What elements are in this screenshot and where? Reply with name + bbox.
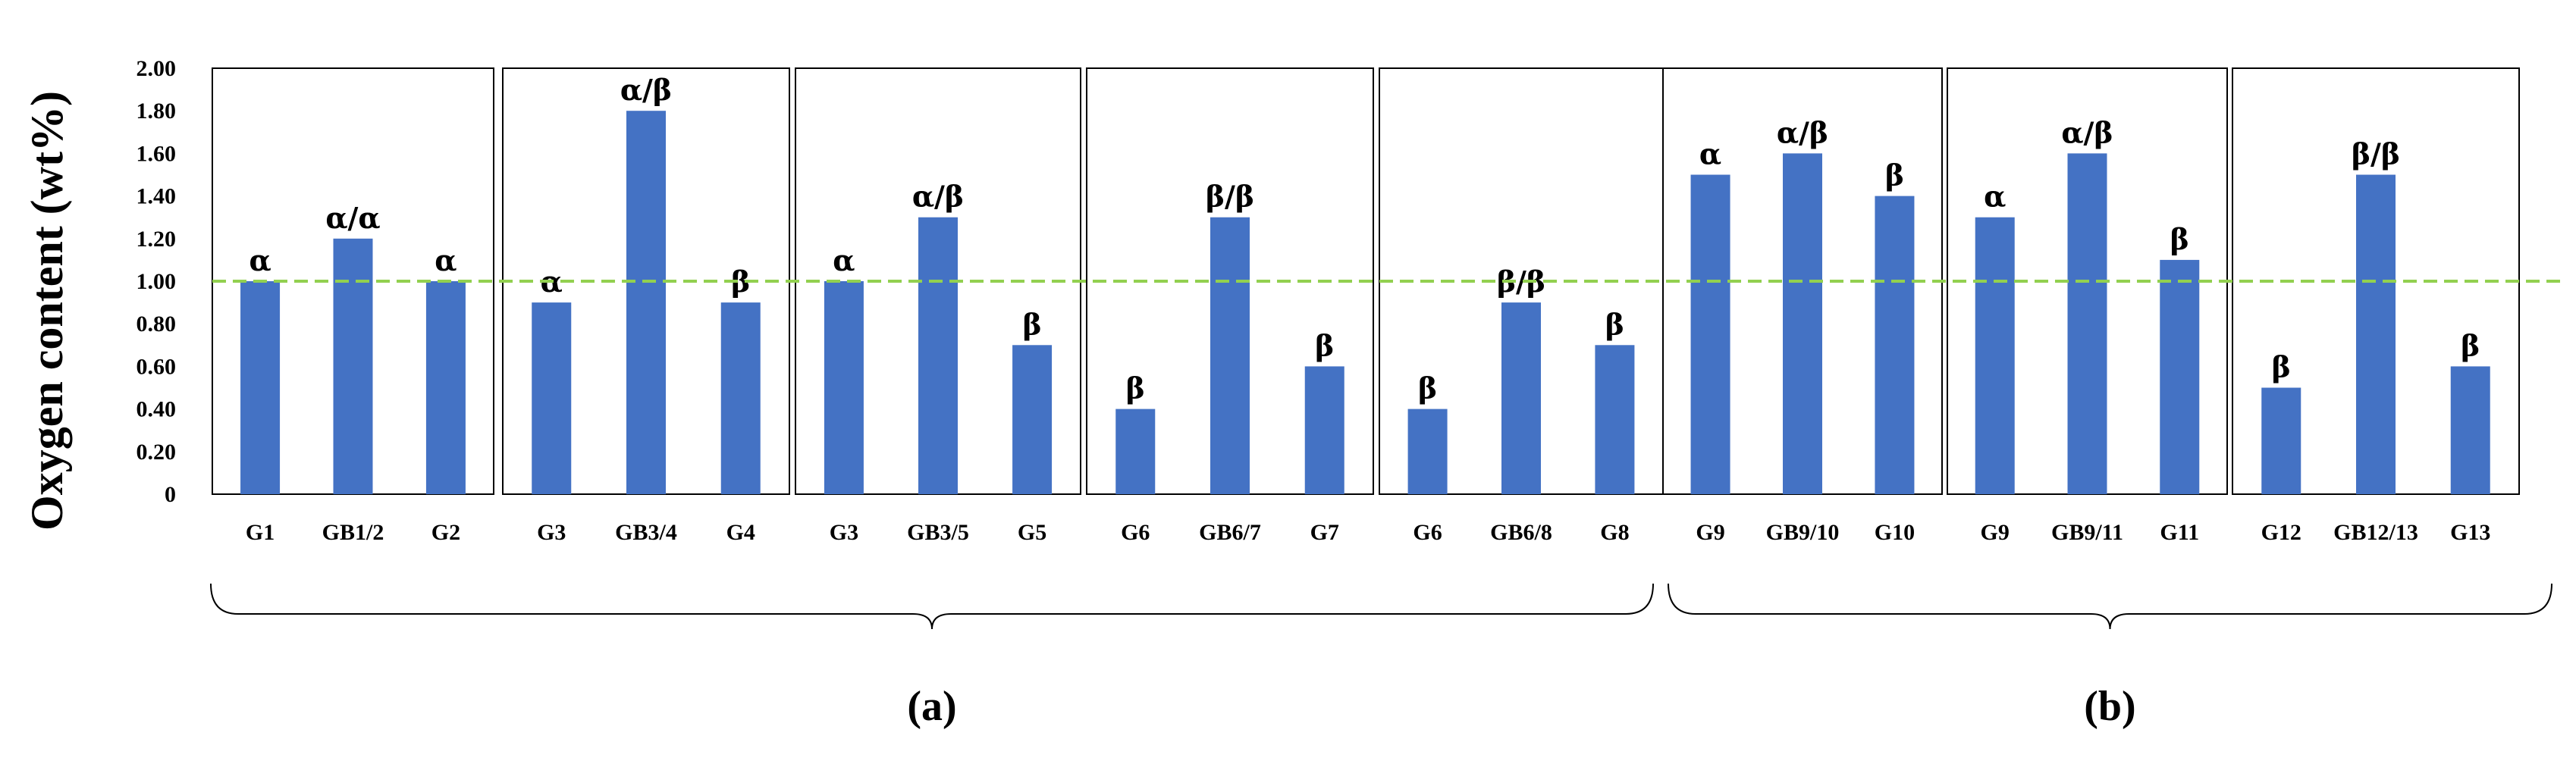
bar	[2261, 387, 2301, 494]
phase-label: β	[1022, 307, 1041, 341]
y-tick-label: 0	[165, 482, 176, 507]
group-label: (b)	[2084, 683, 2135, 730]
x-category-label: G11	[2160, 520, 2199, 545]
phase-label: α	[1699, 137, 1721, 171]
x-category-label: G2	[431, 520, 460, 545]
x-category-label: G9	[1981, 520, 2010, 545]
phase-label: β	[1418, 371, 1437, 405]
phase-label: α/β	[912, 180, 964, 214]
group-brace	[210, 583, 1654, 630]
x-category-label: G6	[1413, 520, 1442, 545]
bar	[918, 217, 958, 494]
chart-panel: α G9 α/β GB9/11 β G11	[1947, 67, 2228, 545]
x-category-label: G7	[1310, 520, 1339, 545]
group-braces: (a) (b)	[210, 583, 2552, 730]
phase-label: α	[833, 243, 855, 277]
x-category-label: GB6/7	[1199, 520, 1261, 545]
bar	[1407, 409, 1448, 494]
y-axis-title: Oxygen content (wt%)	[22, 91, 72, 531]
bar	[333, 238, 373, 494]
y-axis-label: Oxygen content (wt%)	[22, 91, 72, 531]
y-tick-label: 1.40	[136, 184, 177, 209]
bar	[1304, 366, 1344, 494]
chart-panel: α G3 α/β GB3/5 β G5	[795, 67, 1081, 545]
bar	[240, 281, 281, 494]
y-tick-label: 0.80	[136, 312, 177, 337]
y-axis-ticks: 0 0.20 0.40 0.60 0.80 1.00 1.20 1.40 1.60 1.80 2.0…	[136, 56, 177, 507]
x-category-label: GB6/8	[1490, 520, 1552, 545]
bar	[1783, 153, 1822, 494]
chart-panel: α G1 α/α GB1/2 α G2	[212, 67, 494, 545]
phase-label: β	[1126, 371, 1145, 405]
phase-label: β	[1315, 328, 1334, 362]
bar	[824, 281, 864, 494]
bar	[1115, 409, 1156, 494]
phase-label: α	[1984, 180, 2006, 214]
bar	[626, 111, 666, 494]
phase-label: β	[2461, 328, 2480, 362]
phase-label: α/β	[1777, 115, 1828, 149]
y-tick-label: 1.80	[136, 99, 177, 124]
phase-label: α/β	[620, 73, 672, 107]
bar	[1012, 345, 1053, 494]
x-category-label: GB1/2	[322, 520, 384, 545]
bar	[1875, 196, 1915, 494]
x-category-label: GB9/10	[1766, 520, 1840, 545]
x-category-label: GB3/4	[615, 520, 677, 545]
phase-label: β	[2272, 350, 2291, 384]
phase-label: α/β	[2061, 115, 2113, 149]
y-tick-label: 1.20	[136, 227, 177, 252]
group-brace	[1668, 583, 2552, 630]
x-category-label: G5	[1018, 520, 1046, 545]
phase-label: β/β	[2352, 137, 2400, 171]
bar	[1975, 217, 2015, 494]
phase-label: β	[1605, 307, 1624, 341]
phase-label: β	[2170, 222, 2189, 256]
chart-panel: β G12 β/β GB12/13 β G13	[2232, 67, 2520, 545]
phase-label: α	[249, 243, 271, 277]
x-category-label: G1	[246, 520, 275, 545]
x-category-label: G3	[830, 520, 858, 545]
bar	[1690, 174, 1730, 494]
chart-panel: α G9 α/β GB9/10 β G10	[1662, 67, 1943, 545]
bar	[1501, 302, 1541, 494]
phase-label: β	[1885, 158, 1904, 193]
y-tick-label: 0.40	[136, 397, 177, 422]
y-tick-label: 1.60	[136, 141, 177, 166]
group-label: (a)	[907, 683, 956, 730]
y-tick-label: 2.00	[136, 56, 177, 81]
chart-panels: α G1 α/α GB1/2 α G2 α G3 α/β GB3/4 β G4 α G3 α/β GB3/5 β…	[212, 67, 2520, 545]
bar	[532, 302, 572, 494]
y-tick-label: 0.60	[136, 354, 177, 379]
x-category-label: GB9/11	[2051, 520, 2123, 545]
y-tick-label: 0.20	[136, 440, 177, 465]
x-category-label: G8	[1600, 520, 1629, 545]
x-category-label: G9	[1696, 520, 1724, 545]
x-category-label: G12	[2261, 520, 2301, 545]
x-category-label: G6	[1121, 520, 1150, 545]
bar	[2067, 153, 2107, 494]
x-category-label: G10	[1875, 520, 1915, 545]
chart-panel: β G6 β/β GB6/7 β G7	[1086, 67, 1374, 545]
bar	[1595, 345, 1635, 494]
x-category-label: G4	[726, 520, 755, 545]
phase-label: α/α	[325, 201, 380, 235]
y-tick-label: 1.00	[136, 269, 177, 294]
x-category-label: G13	[2450, 520, 2490, 545]
bar	[2450, 366, 2490, 494]
phase-label: β/β	[1206, 180, 1254, 214]
x-category-label: GB12/13	[2333, 520, 2418, 545]
bar	[2160, 259, 2200, 494]
x-category-label: GB3/5	[907, 520, 969, 545]
bar	[425, 281, 466, 494]
x-category-label: G3	[537, 520, 566, 545]
bar	[1210, 217, 1250, 494]
bar	[720, 302, 761, 494]
bar	[2356, 174, 2396, 494]
phase-label: α	[435, 243, 457, 277]
